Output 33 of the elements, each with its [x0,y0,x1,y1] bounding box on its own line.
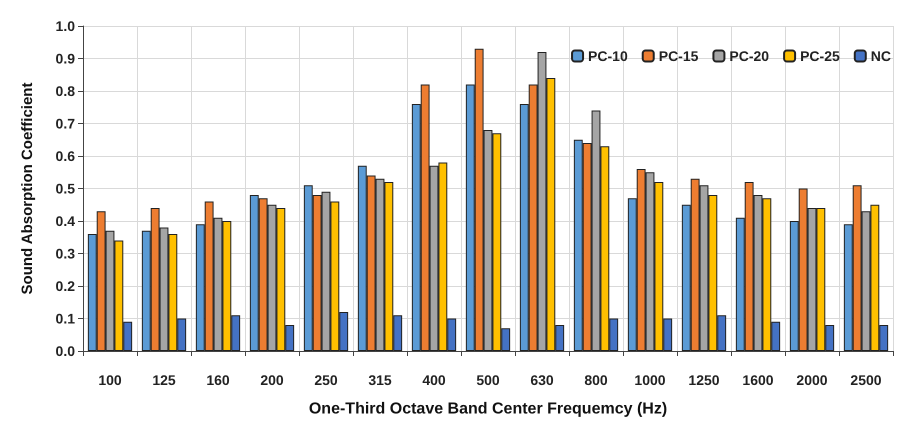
x-tick-label: 500 [476,372,500,388]
y-tick-label: 0.1 [56,310,76,326]
legend-label: PC-10 [588,48,628,64]
legend-label: PC-20 [729,48,770,64]
x-tick-label: 2500 [850,372,882,388]
x-tick-label: 2000 [796,372,828,388]
y-tick-label: 0.8 [56,83,76,99]
x-tick-label: 160 [206,372,230,388]
y-tick-label: 0.4 [56,213,76,229]
x-tick-label: 630 [530,372,554,388]
legend-label: PC-25 [800,48,840,64]
x-tick-label: 1000 [634,372,666,388]
x-tick-label: 250 [314,372,338,388]
x-axis-title: One-Third Octave Band Center Frequemcy (Hz) [308,400,668,418]
y-tick-label: 0.7 [56,116,76,132]
y-tick-label: 1.0 [56,18,76,34]
legend-label: NC [870,48,892,64]
y-tick-label: 0.6 [56,148,76,164]
y-axis-title: Sound Absorption Coefficient [19,82,36,294]
y-tick-label: 0.5 [56,180,76,196]
x-tick-label: 100 [98,372,122,388]
x-tick-label: 1250 [688,372,720,388]
y-tick-label: 0.2 [56,278,76,294]
y-tick-label: 0.9 [56,50,76,66]
x-tick-label: 315 [368,372,392,388]
x-tick-label: 125 [152,372,176,388]
x-tick-label: 400 [422,372,446,388]
legend-label: PC-15 [658,48,699,64]
x-tick-label: 200 [260,372,284,388]
y-tick-label: 0.0 [56,343,76,359]
x-tick-label: 800 [584,372,608,388]
y-tick-label: 0.3 [56,246,76,262]
x-tick-label: 1600 [742,372,774,388]
